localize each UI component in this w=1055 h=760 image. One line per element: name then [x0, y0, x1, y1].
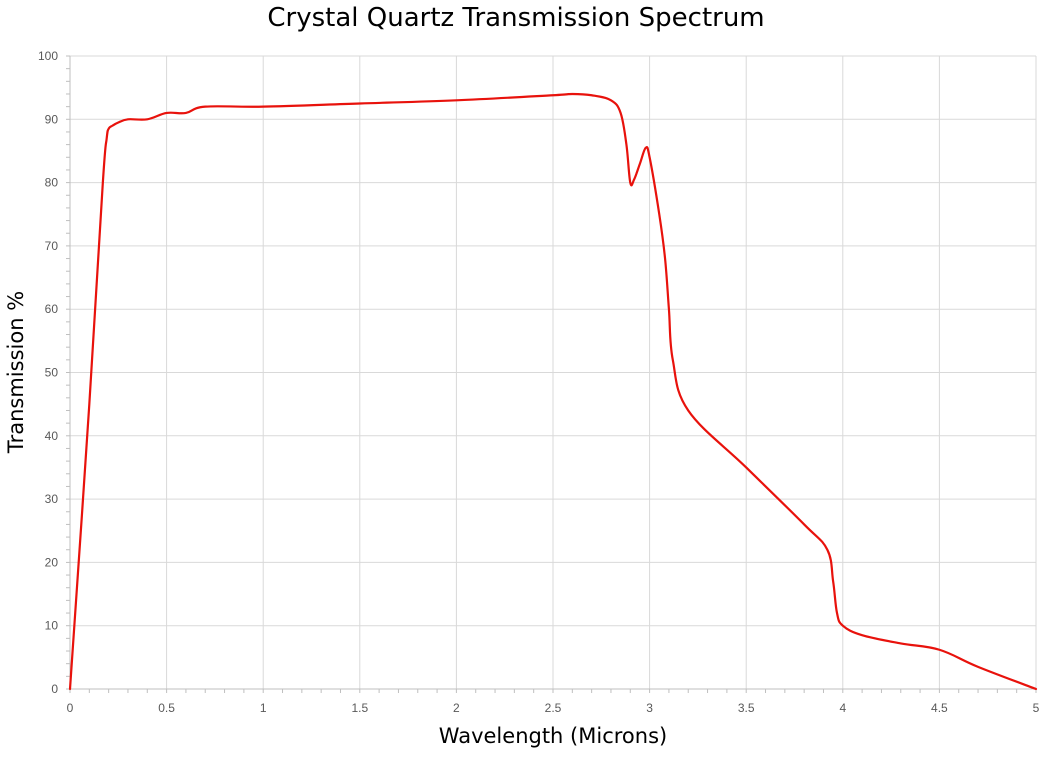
x-tick-label: 5 [1033, 701, 1040, 715]
y-tick-label: 80 [45, 176, 59, 190]
x-tick-labels: 0 0.5 1 1.5 2 2.5 3 3.5 4 4.5 5 [67, 701, 1040, 715]
y-tick-label: 10 [45, 619, 59, 633]
x-tick-label: 1.5 [351, 701, 368, 715]
plot-series [68, 92, 1038, 691]
y-tick-label: 70 [45, 239, 59, 253]
x-tick-label: 0 [67, 701, 74, 715]
y-tick-label: 0 [51, 682, 58, 696]
x-tick-label: 3 [646, 701, 653, 715]
y-axis-title: Transmission % [4, 291, 28, 454]
x-tick-label: 2.5 [545, 701, 562, 715]
x-tick-label: 1 [260, 701, 267, 715]
x-tick-label: 0.5 [158, 701, 175, 715]
y-tick-label: 60 [45, 302, 59, 316]
gridlines [70, 55, 1037, 689]
y-tick-label: 100 [38, 49, 58, 63]
x-tick-label: 2 [453, 701, 460, 715]
y-tick-label: 30 [45, 492, 59, 506]
x-axis-title: Wavelength (Microns) [439, 724, 667, 748]
chart-title: Crystal Quartz Transmission Spectrum [267, 3, 764, 33]
x-tick-label: 3.5 [738, 701, 755, 715]
transmission-line [68, 92, 1038, 691]
y-tick-label: 40 [45, 429, 59, 443]
y-tick-label: 20 [45, 555, 59, 569]
y-tick-labels: 0 10 20 30 40 50 60 70 80 90 100 [38, 49, 58, 696]
y-tick-label: 90 [45, 112, 59, 126]
minor-ticks [66, 55, 1037, 693]
x-tick-label: 4 [839, 701, 846, 715]
x-tick-label: 4.5 [931, 701, 948, 715]
y-tick-label: 50 [45, 366, 59, 380]
